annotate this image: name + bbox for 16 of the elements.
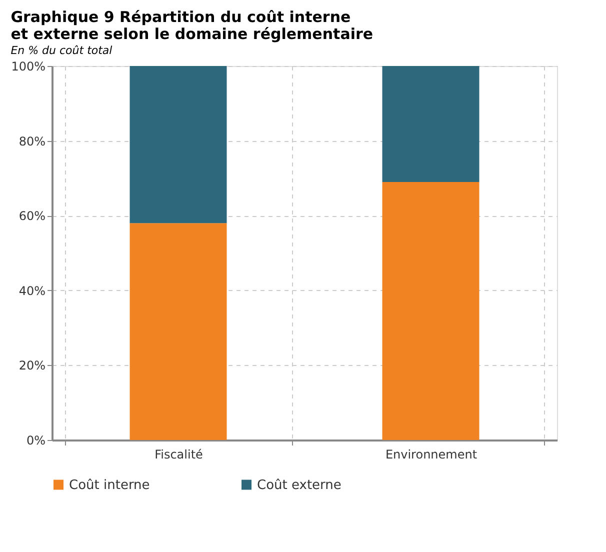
x-tick-label: Fiscalité bbox=[154, 448, 203, 462]
bar bbox=[130, 66, 227, 224]
x-tick-label: Environnement bbox=[385, 448, 478, 462]
y-tick-label: 80% bbox=[18, 134, 46, 148]
y-tick-label: 0% bbox=[26, 434, 46, 448]
legend-label: Coût interne bbox=[69, 478, 150, 493]
chart-title: Graphique 9 Répartition du coût interne et externe selon le domaine réglementaire bbox=[10, 8, 374, 43]
y-tick-label: 40% bbox=[18, 284, 46, 298]
legend-label: Coût externe bbox=[257, 478, 342, 493]
bar bbox=[382, 182, 480, 440]
bar bbox=[130, 223, 227, 440]
chart-subtitle: En % du coût total bbox=[10, 44, 112, 57]
y-tick-label: 100% bbox=[11, 60, 46, 74]
y-tick-label: 60% bbox=[18, 209, 46, 224]
bar bbox=[382, 66, 480, 182]
y-tick-label: 20% bbox=[18, 358, 46, 373]
